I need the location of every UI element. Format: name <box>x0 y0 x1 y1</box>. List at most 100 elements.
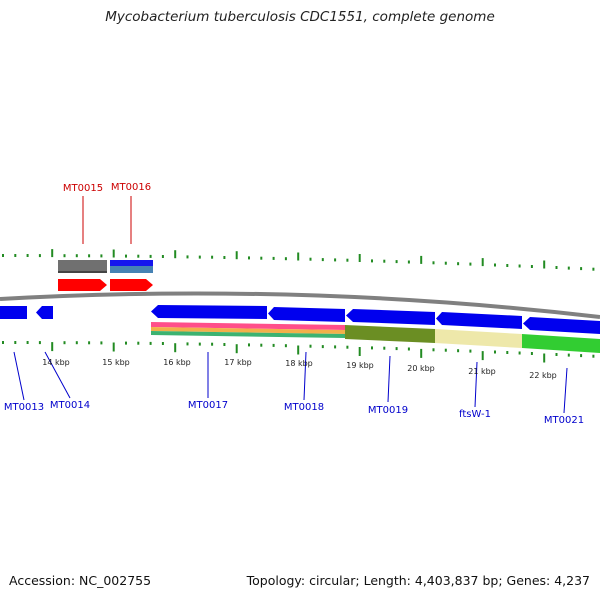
minor-tick <box>26 341 29 344</box>
map-title: Mycobacterium tuberculosis CDC1551, comp… <box>105 9 495 25</box>
gene-label-mt0014[interactable]: MT0014 <box>50 400 90 411</box>
minor-tick <box>260 256 263 260</box>
minor-tick <box>38 254 41 258</box>
gene-label-mt0015[interactable]: MT0015 <box>63 183 103 194</box>
gene-mt0015-arrow[interactable] <box>58 279 107 291</box>
major-tick <box>235 344 238 354</box>
major-tick <box>51 342 54 352</box>
minor-tick <box>334 258 337 262</box>
leader-line-mt0019 <box>387 355 391 403</box>
gene-label-mt0019[interactable]: MT0019 <box>368 405 408 416</box>
minor-tick <box>555 353 558 356</box>
minor-tick <box>88 254 91 258</box>
scale-label-17kbp: 17 kbp <box>224 358 252 367</box>
minor-tick <box>100 341 103 345</box>
minor-tick <box>309 257 312 261</box>
gene-label-mt0013[interactable]: MT0013 <box>4 402 44 413</box>
minor-tick <box>371 346 373 350</box>
bottom-gene-labels: MT0013 MT0014 MT0017 MT0018 MT0019 ftsW-… <box>4 351 584 426</box>
minor-tick <box>580 267 583 271</box>
minor-tick <box>186 342 189 346</box>
gene-mt0018-arrow[interactable] <box>268 307 345 322</box>
minor-tick <box>457 349 460 353</box>
minor-tick <box>383 346 386 350</box>
minor-tick <box>555 266 558 269</box>
minor-tick <box>137 254 140 258</box>
gene-mt0021-arrow[interactable] <box>523 317 600 334</box>
minor-tick <box>137 341 140 345</box>
major-tick <box>358 254 361 262</box>
minor-tick <box>469 349 472 353</box>
minor-tick <box>494 350 496 354</box>
minor-tick <box>469 262 472 266</box>
minor-tick <box>284 344 287 348</box>
minor-tick <box>88 341 91 345</box>
scale-label-22kbp: 22 kbp <box>529 371 557 380</box>
major-tick <box>543 353 546 363</box>
major-tick <box>297 345 300 355</box>
cog-bands <box>151 322 600 353</box>
minor-tick <box>63 254 66 258</box>
minor-tick <box>248 343 250 347</box>
gene-mt0013-arrow[interactable] <box>0 306 27 319</box>
minor-tick <box>346 345 349 349</box>
minor-tick <box>530 352 533 355</box>
gene-label-mt0017[interactable]: MT0017 <box>188 400 228 411</box>
minor-tick <box>2 254 4 257</box>
gene-mt0019-arrow[interactable] <box>346 309 435 325</box>
minor-tick <box>567 266 570 270</box>
minor-tick <box>346 258 349 262</box>
minor-tick <box>518 264 521 268</box>
major-tick <box>112 342 115 352</box>
outer-tick-track <box>2 249 595 271</box>
minor-tick <box>457 262 460 266</box>
minor-tick <box>223 256 226 259</box>
minor-tick <box>149 254 152 258</box>
minor-tick <box>272 343 275 347</box>
gene-mt0017-arrow[interactable] <box>151 305 267 319</box>
minor-tick <box>432 348 435 352</box>
minor-tick <box>125 341 127 345</box>
scale-label-21kbp: 21 kbp <box>468 367 496 376</box>
gene-label-ftsw1[interactable]: ftsW-1 <box>459 409 491 420</box>
genome-summary-text: Topology: circular; Length: 4,403,837 bp… <box>246 573 590 588</box>
minor-tick <box>211 255 214 259</box>
gene-label-mt0018[interactable]: MT0018 <box>284 402 324 413</box>
minor-tick <box>580 354 583 358</box>
minor-tick <box>321 258 324 262</box>
gene-ftsw1-arrow[interactable] <box>436 312 522 329</box>
minor-tick <box>309 344 312 348</box>
minor-tick <box>321 345 324 349</box>
major-tick <box>112 249 115 258</box>
major-tick <box>543 260 546 269</box>
minor-tick <box>530 265 533 268</box>
minor-tick <box>186 255 189 259</box>
major-tick <box>420 348 423 358</box>
minor-tick <box>395 347 398 351</box>
minor-tick <box>334 345 337 349</box>
minor-tick <box>444 348 447 352</box>
minor-tick <box>161 342 164 345</box>
gene-mt0015-shadow <box>58 271 107 273</box>
gene-mt0015-feature[interactable] <box>58 260 107 273</box>
scale-label-20kbp: 20 kbp <box>407 364 435 373</box>
minor-tick <box>284 257 287 261</box>
minor-tick <box>506 351 509 354</box>
forward-strand-genes <box>58 260 153 291</box>
minor-tick <box>26 254 29 257</box>
top-gene-labels: MT0015 MT0016 <box>63 182 151 244</box>
major-tick <box>297 252 300 261</box>
leader-line-mt0018 <box>303 351 307 401</box>
leader-line-mt0013 <box>13 351 25 401</box>
gene-mt0014-arrow[interactable] <box>36 306 53 319</box>
minor-tick <box>75 341 78 345</box>
gene-label-mt0021[interactable]: MT0021 <box>544 415 584 426</box>
gene-mt0016-feature[interactable] <box>110 260 153 266</box>
gene-label-mt0016[interactable]: MT0016 <box>111 182 151 193</box>
gene-mt0016-arrow[interactable] <box>110 279 153 291</box>
reverse-strand-genes <box>0 305 600 334</box>
inner-tick-track <box>2 341 595 363</box>
minor-tick <box>260 343 263 347</box>
minor-tick <box>149 341 152 345</box>
minor-tick <box>198 342 201 346</box>
